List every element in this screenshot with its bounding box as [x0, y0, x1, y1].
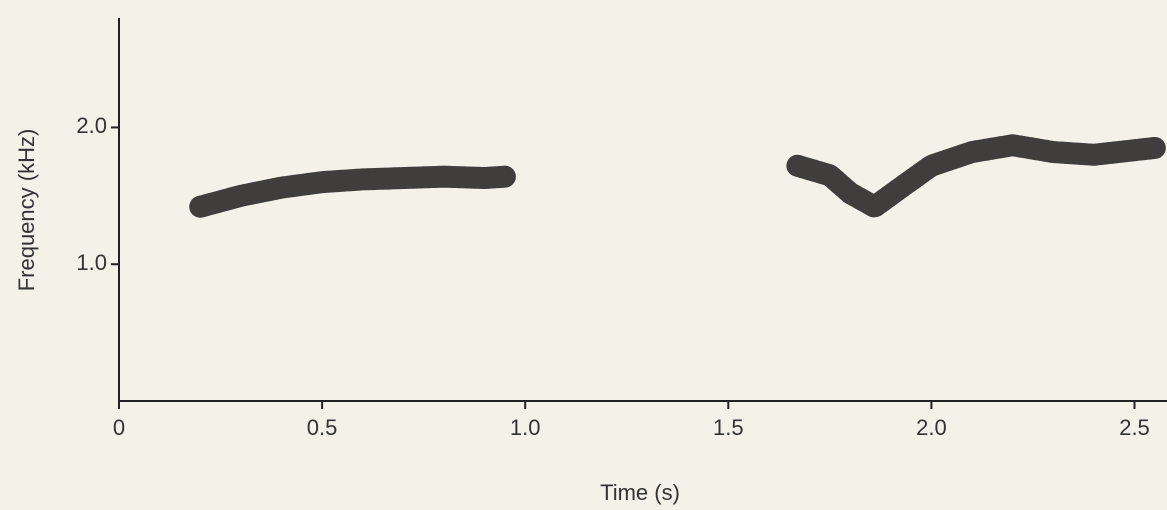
- x-tick-label: 2.0: [916, 415, 947, 440]
- x-tick-label: 2.5: [1119, 415, 1150, 440]
- x-tick-label: 1.5: [713, 415, 744, 440]
- x-tick-label: 1.0: [510, 415, 541, 440]
- x-axis-label: Time (s): [600, 480, 680, 505]
- syllable-trace: [189, 165, 516, 218]
- x-tick-label: 0.5: [307, 415, 338, 440]
- y-tick-label: 1.0: [76, 250, 107, 275]
- x-tick-label: 0: [113, 415, 125, 440]
- y-axis-label: Frequency (kHz): [14, 129, 39, 292]
- syllable-trace: [786, 134, 1166, 218]
- y-tick-label: 2.0: [76, 113, 107, 138]
